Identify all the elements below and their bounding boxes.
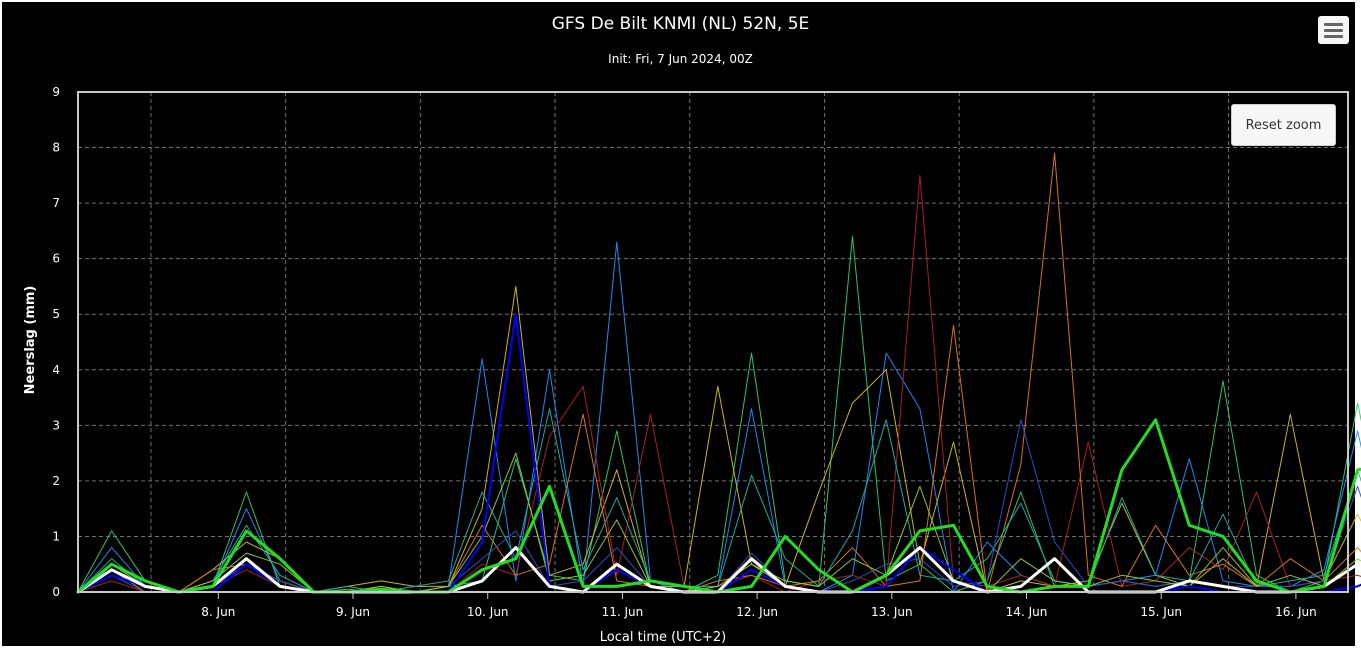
- y-tick-label: 9: [52, 85, 60, 99]
- chart-subtitle: Init: Fri, 7 Jun 2024, 00Z: [608, 52, 753, 66]
- y-axis-title: Neerslag (mm): [23, 286, 38, 395]
- y-tick-label: 1: [52, 529, 60, 543]
- series-line: [76, 418, 1361, 594]
- series-line: [77, 408, 1361, 593]
- plot-border: [77, 91, 1349, 593]
- reset-zoom-button[interactable]: Reset zoom: [1231, 104, 1336, 146]
- y-tick-label: 2: [52, 474, 60, 488]
- menu-bar: [1324, 28, 1343, 32]
- y-tick-label: 8: [52, 141, 60, 155]
- x-tick-label: 13. Jun: [871, 605, 913, 619]
- x-tick-label: 8. Jun: [201, 605, 235, 619]
- series-line: [77, 152, 1361, 593]
- x-tick-label: 14. Jun: [1006, 605, 1048, 619]
- chart-title: GFS De Bilt KNMI (NL) 52N, 5E: [551, 14, 810, 34]
- y-tick-label: 0: [52, 585, 60, 599]
- y-tick-label: 3: [52, 418, 60, 432]
- x-tick-label: 10. Jun: [467, 605, 509, 619]
- menu-bar: [1324, 22, 1343, 26]
- y-tick-label: 5: [52, 307, 60, 321]
- series-line: [77, 235, 1361, 593]
- x-tick-label: 15. Jun: [1140, 605, 1182, 619]
- menu-bar: [1324, 34, 1343, 38]
- y-tick-label: 6: [52, 252, 60, 266]
- series-line: [76, 546, 1361, 594]
- x-tick-label: 11. Jun: [602, 605, 644, 619]
- x-tick-label: 16. Jun: [1275, 605, 1317, 619]
- x-axis-title: Local time (UTC+2): [600, 630, 726, 645]
- series-line: [77, 241, 1361, 593]
- x-tick-label: 9. Jun: [336, 605, 370, 619]
- y-tick-label: 7: [52, 196, 60, 210]
- y-tick-label: 4: [52, 363, 60, 377]
- hamburger-menu-icon[interactable]: [1318, 16, 1349, 44]
- x-tick-label: 12. Jun: [736, 605, 778, 619]
- series-line: [77, 285, 1361, 593]
- series-line: [77, 452, 1361, 593]
